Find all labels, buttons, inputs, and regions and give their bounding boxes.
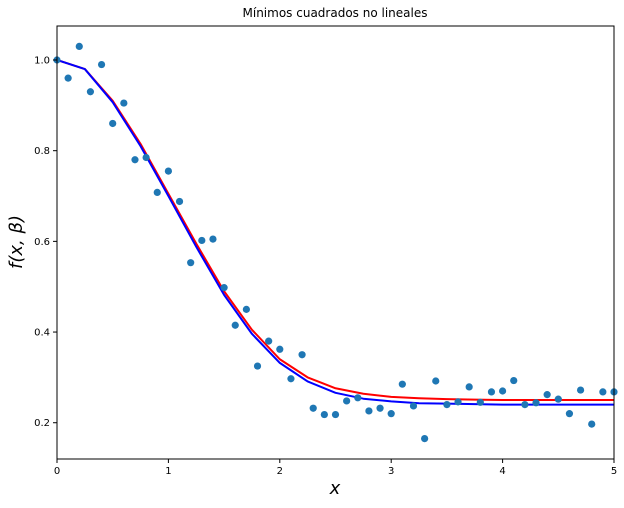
data-point [554,395,562,403]
data-point [398,380,406,388]
data-point [521,400,529,409]
x-axis-label: x [329,478,341,499]
data-point [287,375,295,383]
data-point [198,236,206,245]
data-point [265,337,273,345]
data-point [253,362,262,370]
data-point [365,407,373,415]
data-point [387,410,395,418]
data-point [209,235,217,243]
data-point [220,284,228,292]
data-points [53,42,618,443]
data-point [543,391,551,399]
data-point [175,197,184,206]
data-point [153,188,161,196]
data-point [97,60,106,69]
y-tick-label: 0.4 [34,328,50,339]
y-axis-ticks: 0.2 0.4 0.6 0.8 1.0 [34,56,57,429]
data-point [309,404,317,412]
x-tick-label: 3 [388,466,394,477]
data-point [231,321,239,329]
data-point [109,119,117,128]
data-point [64,74,72,82]
data-point [432,377,440,385]
data-point [298,351,306,359]
y-tick-label: 0.2 [34,418,50,429]
data-point [532,399,540,407]
x-tick-label: 0 [54,466,60,477]
plot-frame [56,25,615,460]
data-point [276,345,284,353]
data-point [487,388,496,396]
data-point [465,383,473,391]
data-point [565,410,574,418]
data-point [588,420,596,428]
fit-line-blue [57,59,614,406]
data-point [164,167,172,175]
data-point [120,99,128,107]
y-axis-label: f(x, β) [6,215,27,269]
data-point [499,387,507,395]
data-point [510,376,518,385]
data-point [142,153,150,162]
data-point [131,156,139,164]
data-point [443,400,451,409]
chart-title: Mínimos cuadrados no lineales [243,6,428,20]
data-point [599,388,607,396]
data-point [421,435,429,443]
fit-line-red [57,59,614,402]
fit-lines [57,59,614,406]
data-point [476,398,484,406]
x-tick-label: 1 [165,466,171,477]
data-point [409,402,418,410]
data-point [86,88,95,96]
data-point [376,404,384,412]
y-tick-label: 1.0 [34,56,50,67]
data-point [242,305,250,313]
y-tick-label: 0.8 [34,146,50,157]
data-point [454,398,462,406]
data-point [354,394,362,402]
data-point [343,397,351,405]
data-point [331,410,340,419]
x-tick-label: 5 [611,466,617,477]
x-axis-ticks: 0 1 2 3 4 5 [54,459,617,477]
data-point [320,410,328,419]
x-tick-label: 4 [499,466,505,477]
x-tick-label: 2 [277,466,283,477]
data-point [75,42,83,51]
data-point [187,259,195,267]
y-tick-label: 0.6 [34,237,50,248]
data-point [576,386,585,394]
